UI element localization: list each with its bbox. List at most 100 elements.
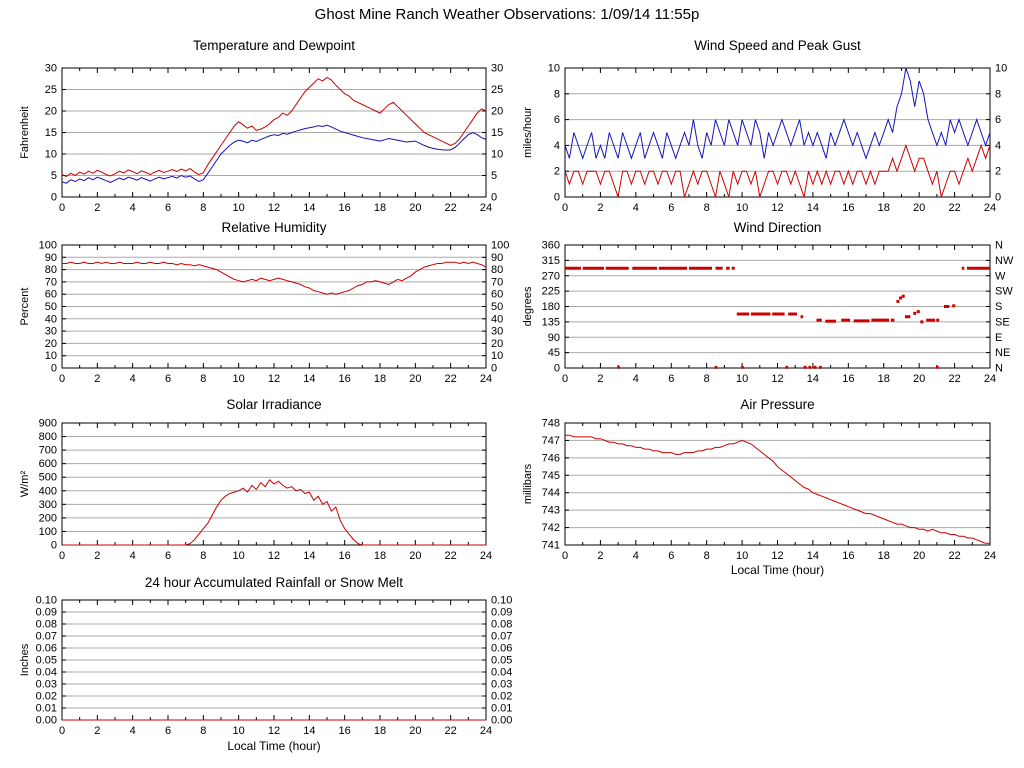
- svg-text:Air Pressure: Air Pressure: [740, 397, 814, 412]
- svg-text:0: 0: [59, 550, 65, 562]
- svg-text:0: 0: [51, 540, 57, 552]
- svg-text:8: 8: [200, 202, 206, 214]
- svg-text:6: 6: [668, 373, 674, 385]
- svg-text:millibars: millibars: [522, 463, 534, 504]
- svg-text:50: 50: [491, 301, 503, 313]
- svg-text:12: 12: [771, 550, 783, 562]
- svg-text:0.07: 0.07: [491, 631, 512, 643]
- svg-text:18: 18: [374, 550, 386, 562]
- svg-text:20: 20: [409, 725, 421, 737]
- svg-text:800: 800: [39, 431, 57, 443]
- svg-text:4: 4: [130, 725, 136, 737]
- svg-text:10: 10: [995, 63, 1007, 75]
- svg-text:Fahrenheit: Fahrenheit: [19, 106, 31, 159]
- svg-text:0.10: 0.10: [491, 595, 512, 607]
- svg-text:60: 60: [45, 289, 57, 301]
- svg-text:E: E: [995, 332, 1002, 344]
- svg-text:Wind Speed and Peak Gust: Wind Speed and Peak Gust: [694, 38, 861, 53]
- svg-text:12: 12: [771, 202, 783, 214]
- svg-text:744: 744: [542, 487, 560, 499]
- svg-text:6: 6: [668, 202, 674, 214]
- svg-text:700: 700: [39, 445, 57, 457]
- svg-text:4: 4: [995, 140, 1001, 152]
- svg-text:0.01: 0.01: [491, 703, 512, 715]
- svg-text:0: 0: [554, 192, 560, 204]
- svg-text:6: 6: [165, 202, 171, 214]
- svg-text:0: 0: [562, 202, 568, 214]
- svg-text:135: 135: [542, 316, 560, 328]
- svg-text:18: 18: [878, 550, 890, 562]
- svg-text:18: 18: [878, 202, 890, 214]
- svg-text:2: 2: [995, 166, 1001, 178]
- svg-text:100: 100: [39, 526, 57, 538]
- svg-text:741: 741: [542, 540, 560, 552]
- svg-text:747: 747: [542, 435, 560, 447]
- svg-text:22: 22: [445, 202, 457, 214]
- svg-text:24: 24: [480, 202, 492, 214]
- svg-text:8: 8: [704, 373, 710, 385]
- svg-text:4: 4: [633, 373, 639, 385]
- svg-text:8: 8: [200, 725, 206, 737]
- svg-text:W/m²: W/m²: [19, 471, 31, 498]
- svg-text:22: 22: [948, 373, 960, 385]
- chart-solar-irradiance: Solar Irradiance010020030040050060070080…: [19, 397, 492, 562]
- svg-text:10: 10: [548, 63, 560, 75]
- svg-text:24: 24: [480, 550, 492, 562]
- svg-text:8: 8: [995, 88, 1001, 100]
- svg-text:600: 600: [39, 458, 57, 470]
- svg-text:30: 30: [491, 63, 503, 75]
- svg-text:900: 900: [39, 418, 57, 430]
- svg-text:4: 4: [633, 550, 639, 562]
- chart-rainfall: 24 hour Accumulated Rainfall or Snow Mel…: [19, 575, 512, 753]
- svg-text:0: 0: [491, 192, 497, 204]
- svg-text:miles/hour: miles/hour: [522, 107, 534, 158]
- svg-text:SE: SE: [995, 316, 1010, 328]
- svg-text:500: 500: [39, 472, 57, 484]
- svg-text:8: 8: [704, 550, 710, 562]
- svg-text:10: 10: [736, 373, 748, 385]
- svg-text:360: 360: [542, 240, 560, 252]
- svg-text:100: 100: [39, 240, 57, 252]
- svg-text:22: 22: [445, 725, 457, 737]
- svg-text:N: N: [995, 363, 1003, 375]
- svg-text:30: 30: [45, 326, 57, 338]
- svg-text:6: 6: [668, 550, 674, 562]
- svg-text:Inches: Inches: [19, 643, 31, 676]
- svg-text:16: 16: [842, 202, 854, 214]
- svg-text:2: 2: [94, 202, 100, 214]
- svg-text:0.05: 0.05: [36, 655, 57, 667]
- svg-text:0.01: 0.01: [36, 703, 57, 715]
- svg-text:25: 25: [45, 84, 57, 96]
- svg-text:NE: NE: [995, 347, 1010, 359]
- svg-text:0.00: 0.00: [36, 715, 57, 727]
- svg-text:70: 70: [491, 276, 503, 288]
- svg-text:60: 60: [491, 289, 503, 301]
- svg-text:W: W: [995, 270, 1006, 282]
- svg-text:14: 14: [303, 202, 315, 214]
- svg-text:Percent: Percent: [19, 288, 31, 326]
- svg-text:90: 90: [491, 252, 503, 264]
- svg-text:45: 45: [548, 347, 560, 359]
- svg-text:0: 0: [51, 363, 57, 375]
- svg-text:6: 6: [165, 725, 171, 737]
- svg-text:22: 22: [948, 202, 960, 214]
- svg-text:4: 4: [130, 202, 136, 214]
- svg-text:Local Time (hour): Local Time (hour): [731, 563, 824, 577]
- svg-text:16: 16: [339, 550, 351, 562]
- svg-text:180: 180: [542, 301, 560, 313]
- svg-text:16: 16: [339, 202, 351, 214]
- svg-text:25: 25: [491, 84, 503, 96]
- svg-text:20: 20: [409, 550, 421, 562]
- svg-text:8: 8: [200, 373, 206, 385]
- svg-text:15: 15: [491, 127, 503, 139]
- svg-text:0.03: 0.03: [36, 679, 57, 691]
- svg-text:12: 12: [771, 373, 783, 385]
- svg-text:18: 18: [374, 725, 386, 737]
- svg-text:100: 100: [491, 240, 509, 252]
- svg-text:10: 10: [233, 202, 245, 214]
- svg-text:Local Time (hour): Local Time (hour): [227, 739, 320, 753]
